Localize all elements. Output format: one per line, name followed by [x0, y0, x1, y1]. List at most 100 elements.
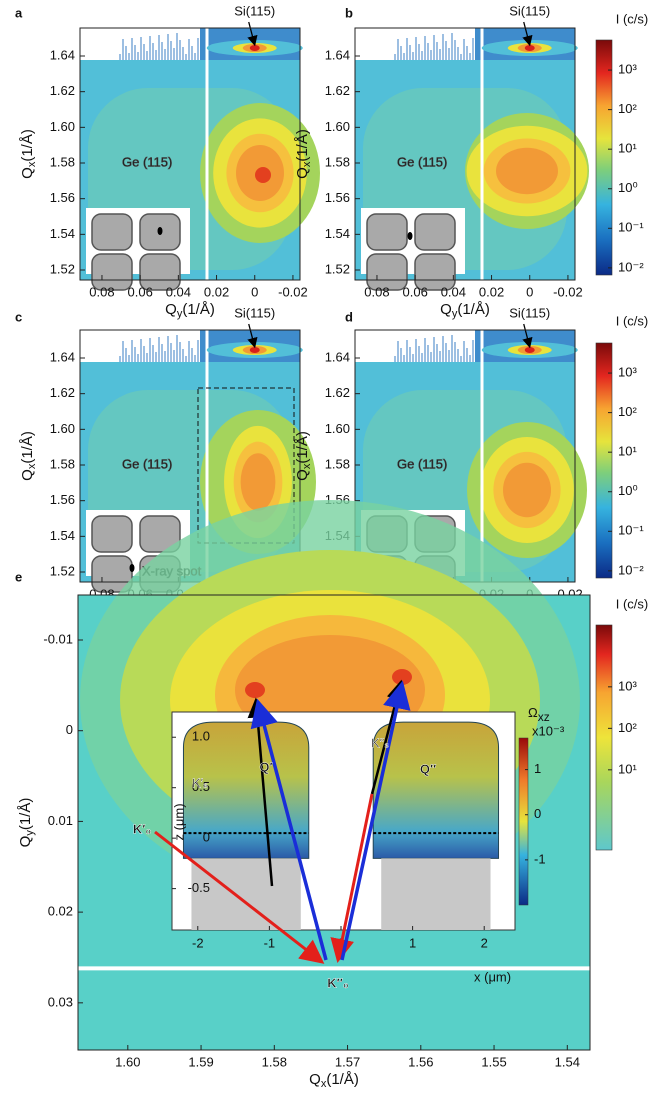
annotation: Ge (115)	[122, 154, 172, 169]
x-tick-label: 0.08	[364, 284, 389, 299]
x-tick-label: 0.06	[128, 284, 153, 299]
x-tick-label: 0.02	[479, 284, 504, 299]
y-tick-label: 1.62	[325, 385, 350, 400]
pillar	[366, 253, 408, 291]
colorbar-tick-label: 10⁻²	[618, 259, 644, 274]
axis-subscript: y	[177, 308, 183, 320]
axis-unit: (1/Å)	[19, 129, 36, 162]
colorbar	[595, 39, 613, 276]
axis-symbol: Q	[294, 469, 311, 481]
colorbar-tick-label: 10²	[618, 404, 637, 419]
y-tick-label: 1.58	[325, 456, 350, 471]
x-tick-label: 0	[526, 284, 533, 299]
y-axis-label: Qx(1/Å)	[19, 129, 38, 179]
y-tick-label: 1.56	[50, 190, 75, 205]
island-mesh	[182, 721, 310, 859]
colorbar-label: I (c/s)	[616, 596, 649, 611]
peak	[245, 682, 265, 698]
substrate-peak	[249, 45, 260, 51]
y-tick-label: 1.64	[325, 349, 350, 364]
x-tick-label: 1.55	[481, 1054, 506, 1069]
colorbar-tick-label: 10³	[618, 364, 637, 379]
pillar	[91, 213, 133, 251]
y-tick-label: 1.0	[192, 729, 210, 744]
x-tick-label: -1	[264, 935, 276, 950]
island-mesh	[372, 721, 500, 859]
substrate	[381, 858, 491, 930]
axis-subscript: x	[321, 1078, 327, 1090]
axis-symbol: Q	[309, 1071, 321, 1088]
x-tick-label: 1.60	[115, 1054, 140, 1069]
colorbar-tick-label: 10⁻²	[618, 562, 644, 577]
x-tick-label: 0	[251, 284, 258, 299]
colorbar-tick-label: 10⁻¹	[618, 523, 644, 538]
annotation: K″ₛ	[371, 735, 389, 750]
annotation: Ge (115)	[122, 456, 172, 471]
y-tick-label: 1.64	[50, 47, 75, 62]
axis-unit: (1/Å)	[326, 1071, 359, 1088]
x-tick-label: -0.02	[278, 284, 308, 299]
noise-area	[355, 330, 475, 362]
vector-arrow	[340, 680, 411, 961]
y-tick-label: 1.58	[50, 154, 75, 169]
arrow	[522, 21, 533, 47]
panel-label: c	[15, 309, 22, 324]
pillar	[139, 253, 181, 291]
x-axis-label: Qy(1/Å)	[440, 301, 490, 320]
annotation: K′ₛ	[192, 775, 208, 790]
colorbar-tick-label: 1	[534, 761, 541, 776]
y-tick-label: 1.58	[50, 456, 75, 471]
annotation: K′₀	[133, 821, 152, 836]
annotation: Q″	[420, 761, 436, 776]
axis-unit: (1/Å)	[182, 301, 215, 318]
gap-line	[480, 330, 484, 582]
colorbar-tick-label: -1	[534, 851, 546, 866]
noise-area	[80, 28, 200, 60]
frame	[354, 27, 576, 281]
y-tick-label: 0	[66, 722, 73, 737]
y-tick-label: -0.01	[43, 631, 73, 646]
x-tick-label: -2	[192, 935, 204, 950]
y-axis-label: Qx(1/Å)	[294, 129, 313, 179]
y-tick-label: 1.60	[325, 421, 350, 436]
y-tick-label: 1.52	[50, 563, 75, 578]
y-tick-label: 1.54	[50, 226, 75, 241]
y-tick-label: 1.62	[325, 83, 350, 98]
x-tick-label: 2	[481, 935, 488, 950]
panel-label: a	[15, 5, 23, 20]
y-tick-label: 1.64	[325, 47, 350, 62]
colorbar-label: Ωxz	[528, 705, 550, 724]
y-tick-label: 0.01	[48, 813, 73, 828]
colorbar-tick-label: 10¹	[618, 761, 637, 776]
x-tick-label: 0.02	[204, 284, 229, 299]
colorbar-tick-label: 10⁰	[618, 180, 638, 195]
arrow	[522, 323, 533, 349]
colorbar-tick-label: 10⁻¹	[618, 220, 644, 235]
axis-symbol: Q	[19, 469, 36, 481]
x-axis-label: Qy(1/Å)	[165, 301, 215, 320]
gap-line	[205, 28, 209, 280]
x-tick-label: 1	[409, 935, 416, 950]
x-tick-label: 1.54	[555, 1054, 580, 1069]
axis-subscript: y	[452, 308, 458, 320]
y-tick-label: -0.5	[188, 880, 210, 895]
x-tick-label: 1.58	[262, 1054, 287, 1069]
colorbar-tick-label: 10²	[618, 720, 637, 735]
y-tick-label: 1.64	[50, 349, 75, 364]
x-tick-label: 1.59	[188, 1054, 213, 1069]
y-tick-label: 1.56	[325, 190, 350, 205]
axis-symbol: Q	[165, 301, 177, 318]
x-tick-label: -0.02	[553, 284, 583, 299]
axis-subscript: y	[24, 830, 36, 836]
colorbar-tick-label: 10¹	[618, 444, 637, 459]
y-axis-label: Qx(1/Å)	[19, 431, 38, 481]
annotation: Q′	[259, 759, 272, 774]
axis-symbol: Q	[440, 301, 452, 318]
y-tick-label: 1.56	[50, 492, 75, 507]
annotation: Si(115)	[509, 305, 550, 320]
colorbar-tick-label: 10³	[618, 678, 637, 693]
y-tick-label: 1.54	[325, 226, 350, 241]
axis-unit: (1/Å)	[17, 798, 34, 831]
y-axis-label: Qy(1/Å)	[17, 798, 36, 848]
y-axis-label: Qx(1/Å)	[294, 431, 313, 481]
